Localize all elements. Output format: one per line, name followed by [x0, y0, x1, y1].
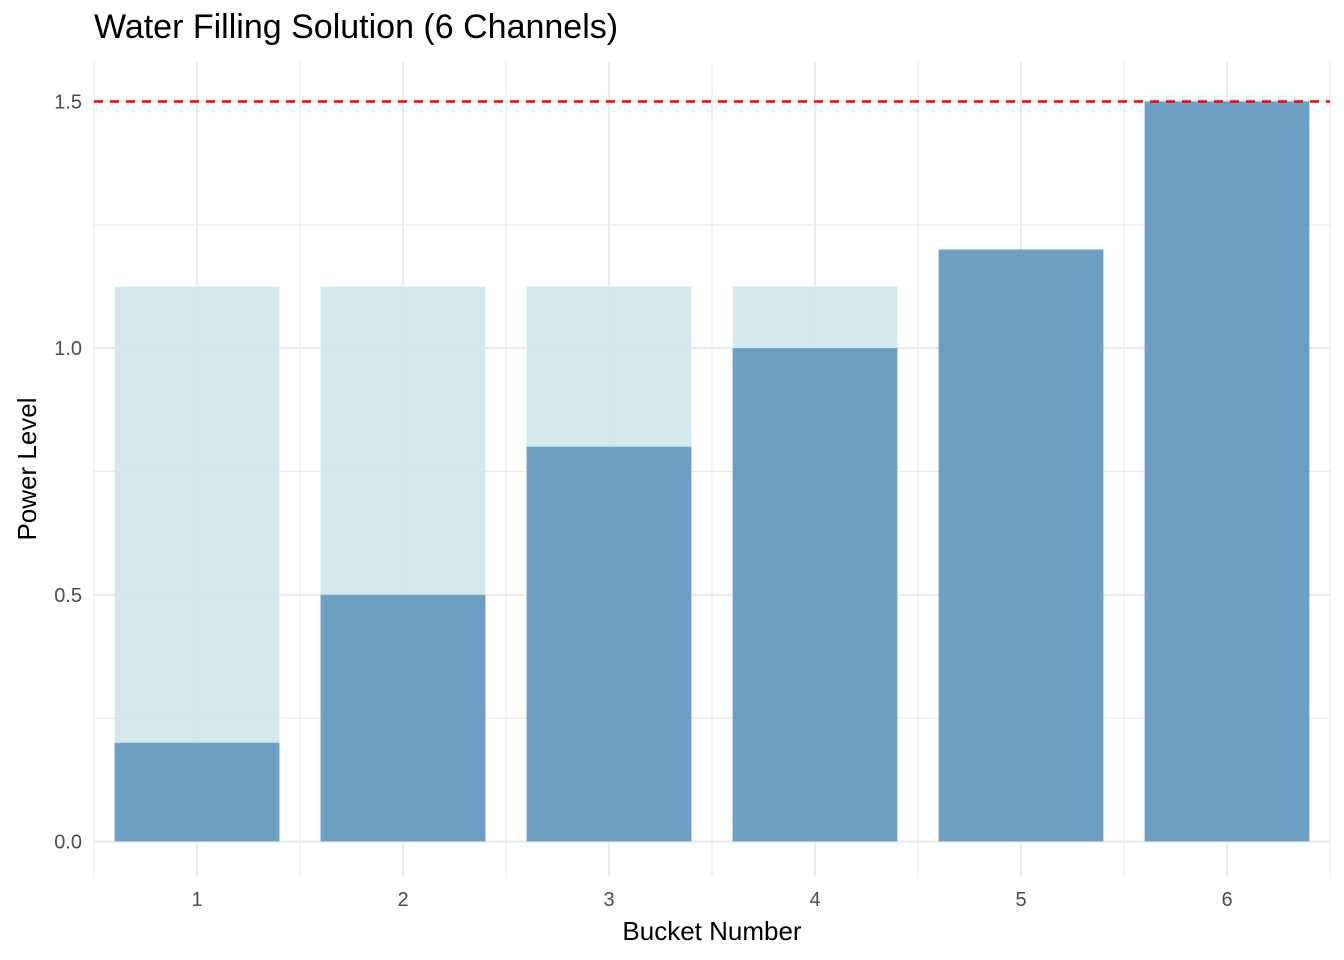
- bars: [114, 101, 1310, 842]
- x-axis-title: Bucket Number: [622, 916, 802, 946]
- chart-title: Water Filling Solution (6 Channels): [94, 8, 619, 46]
- y-axis-ticks: 0.0 0.5 1.0 1.5: [54, 91, 82, 853]
- base-bar: [1144, 101, 1310, 842]
- x-tick-label: 1: [191, 889, 202, 911]
- base-bar: [938, 249, 1104, 842]
- base-bar: [526, 446, 692, 842]
- x-tick-label: 6: [1221, 889, 1232, 911]
- y-tick-label: 1.0: [54, 338, 82, 360]
- base-bar: [114, 742, 280, 842]
- base-bar: [732, 348, 898, 842]
- x-tick-label: 2: [397, 889, 408, 911]
- x-tick-label: 3: [603, 889, 614, 911]
- x-tick-label: 5: [1015, 889, 1026, 911]
- y-tick-label: 1.5: [54, 91, 82, 113]
- x-tick-label: 4: [809, 889, 820, 911]
- base-bar: [320, 594, 486, 842]
- y-tick-label: 0.0: [54, 831, 82, 853]
- y-tick-label: 0.5: [54, 585, 82, 607]
- x-axis-ticks: 1 2 3 4 5 6: [191, 889, 1232, 911]
- y-axis-title: Power Level: [12, 397, 42, 540]
